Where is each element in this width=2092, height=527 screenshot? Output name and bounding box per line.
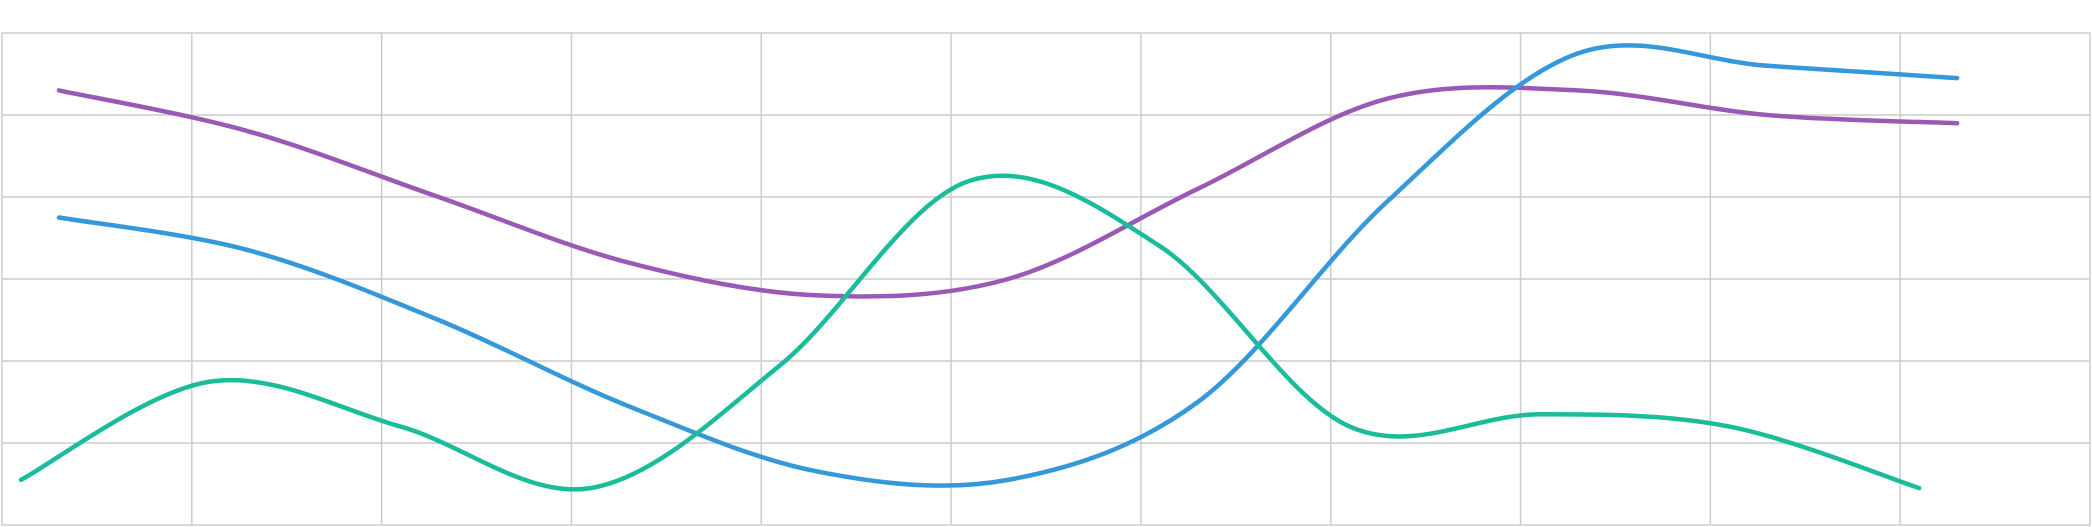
grid-lines — [2, 33, 2090, 525]
series-group — [18, 43, 1960, 492]
series-line-1 — [56, 85, 1960, 299]
series-line-2 — [56, 43, 1960, 488]
series-line-3 — [18, 173, 1922, 492]
